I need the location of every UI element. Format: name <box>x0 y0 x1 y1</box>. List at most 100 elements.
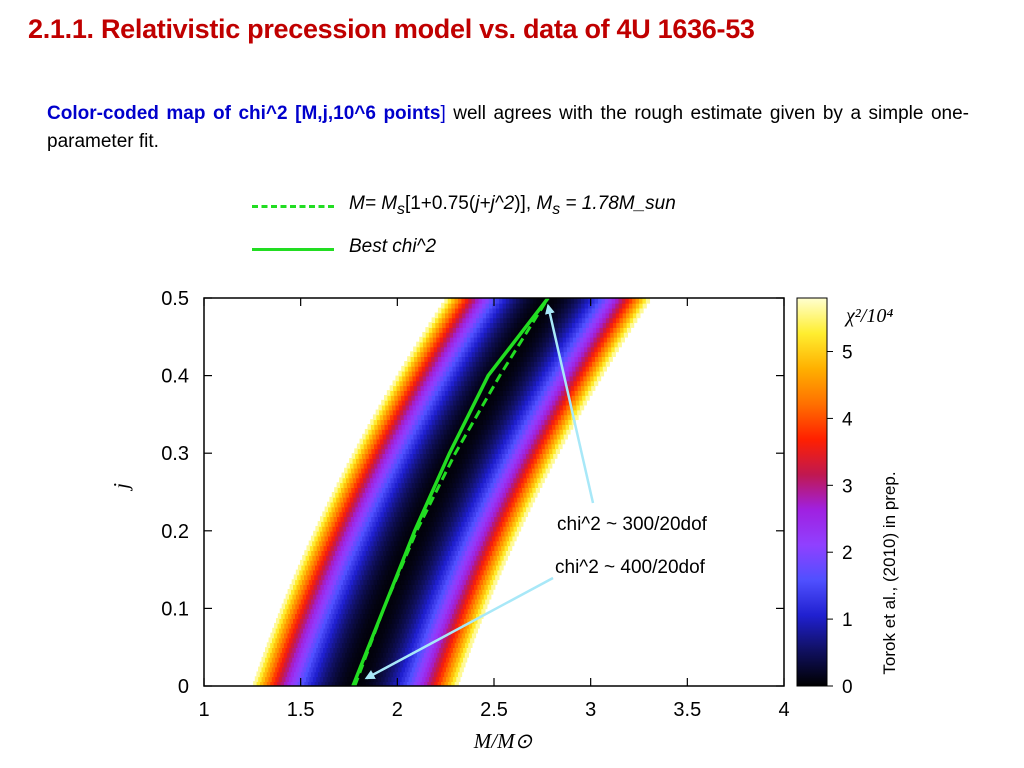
heatmap-cell <box>532 341 537 348</box>
heatmap-cell <box>471 351 476 357</box>
heatmap-cell <box>379 433 384 440</box>
heatmap-cell <box>576 336 581 343</box>
heatmap-cell <box>548 331 553 338</box>
heatmap-cell <box>416 535 422 542</box>
heatmap-cell <box>420 492 425 498</box>
heatmap-cell <box>366 564 371 571</box>
heatmap-cell <box>456 424 461 430</box>
heatmap-cell <box>480 336 485 343</box>
heatmap-cell <box>445 511 450 518</box>
heatmap-cell <box>446 618 451 624</box>
heatmap-cell <box>513 365 519 372</box>
heatmap-cell <box>557 438 562 445</box>
heatmap-cell <box>486 555 491 561</box>
heatmap-cell <box>443 467 448 474</box>
heatmap-cell <box>574 307 579 314</box>
heatmap-cell <box>463 545 468 551</box>
heatmap-cell <box>458 525 464 532</box>
heatmap-cell <box>379 453 384 459</box>
heatmap-cell <box>451 351 456 357</box>
heatmap-cell <box>514 399 519 406</box>
heatmap-cell <box>319 666 324 673</box>
heatmap-cell <box>563 346 568 353</box>
heatmap-cell <box>489 317 494 324</box>
heatmap-cell <box>430 453 435 459</box>
colorbar-tick-label: 2 <box>842 543 853 564</box>
heatmap-cell <box>576 341 581 348</box>
heatmap-cell <box>425 424 430 430</box>
heatmap-cell <box>604 346 609 353</box>
heatmap-cell <box>424 579 430 585</box>
heatmap-cell <box>585 395 590 401</box>
heatmap-cell <box>480 331 485 338</box>
heatmap-cell <box>408 647 413 653</box>
heatmap-cell <box>317 521 322 527</box>
heatmap-cell <box>428 443 433 450</box>
heatmap-cell <box>406 380 411 387</box>
heatmap-cell <box>542 448 547 454</box>
heatmap-cell <box>312 613 317 619</box>
heatmap-cell <box>388 545 393 551</box>
heatmap-cell <box>304 564 309 571</box>
heatmap-cell <box>460 516 465 522</box>
heatmap-cell <box>379 589 385 595</box>
heatmap-cell <box>377 593 383 600</box>
heatmap-cell <box>541 327 546 333</box>
heatmap-cell <box>467 448 472 454</box>
heatmap-cell <box>523 312 528 319</box>
heatmap-cell <box>334 559 339 566</box>
heatmap-cell <box>466 462 471 469</box>
heatmap-cell <box>343 666 348 673</box>
heatmap-cell <box>382 472 387 479</box>
heatmap-cell <box>417 511 423 518</box>
heatmap-cell <box>306 676 311 682</box>
heatmap-cell <box>564 414 569 421</box>
heatmap-cell <box>551 361 556 367</box>
heatmap-cell <box>472 395 478 401</box>
heatmap-cell <box>559 336 564 343</box>
heatmap-cell <box>315 540 320 547</box>
heatmap-cell <box>309 627 315 634</box>
heatmap-cell <box>386 458 391 464</box>
heatmap-cell <box>513 312 518 319</box>
heatmap-cell <box>612 312 617 319</box>
heatmap-cell <box>557 298 562 304</box>
heatmap-cell <box>471 472 476 479</box>
heatmap-cell <box>502 535 507 542</box>
heatmap-cell <box>594 351 599 357</box>
heatmap-cell <box>358 550 364 556</box>
heatmap-cell <box>401 666 406 673</box>
heatmap-cell <box>459 482 464 488</box>
heatmap-cell <box>338 564 344 571</box>
heatmap-cell <box>429 399 434 406</box>
heatmap-cell <box>400 492 405 498</box>
heatmap-cell <box>325 613 330 619</box>
heatmap-cell <box>569 375 574 382</box>
heatmap-cell <box>568 365 573 372</box>
heatmap-cell <box>408 569 413 576</box>
heatmap-cell <box>441 302 446 309</box>
heatmap-cell <box>479 579 484 585</box>
heatmap-cell <box>398 428 404 435</box>
heatmap-cell <box>424 613 429 619</box>
heatmap-cell <box>499 438 504 445</box>
heatmap-cell <box>464 492 470 498</box>
heatmap-cell <box>321 681 326 686</box>
heatmap-cell <box>582 399 587 406</box>
heatmap-cell <box>479 525 484 532</box>
heatmap-cell <box>561 312 566 319</box>
heatmap-cell <box>498 380 503 387</box>
heatmap-cell <box>546 380 551 387</box>
heatmap-cell <box>465 438 470 445</box>
heatmap-cell <box>370 525 375 532</box>
heatmap-cell <box>305 603 310 610</box>
heatmap-cell <box>559 428 564 435</box>
heatmap-cell <box>540 458 545 464</box>
heatmap-cell <box>442 637 447 644</box>
heatmap-cell <box>608 356 613 362</box>
heatmap-cell <box>566 336 571 343</box>
heatmap-cell <box>436 467 441 474</box>
heatmap-cell <box>323 647 328 653</box>
heatmap-cell <box>529 453 534 459</box>
heatmap-cell <box>509 351 514 357</box>
